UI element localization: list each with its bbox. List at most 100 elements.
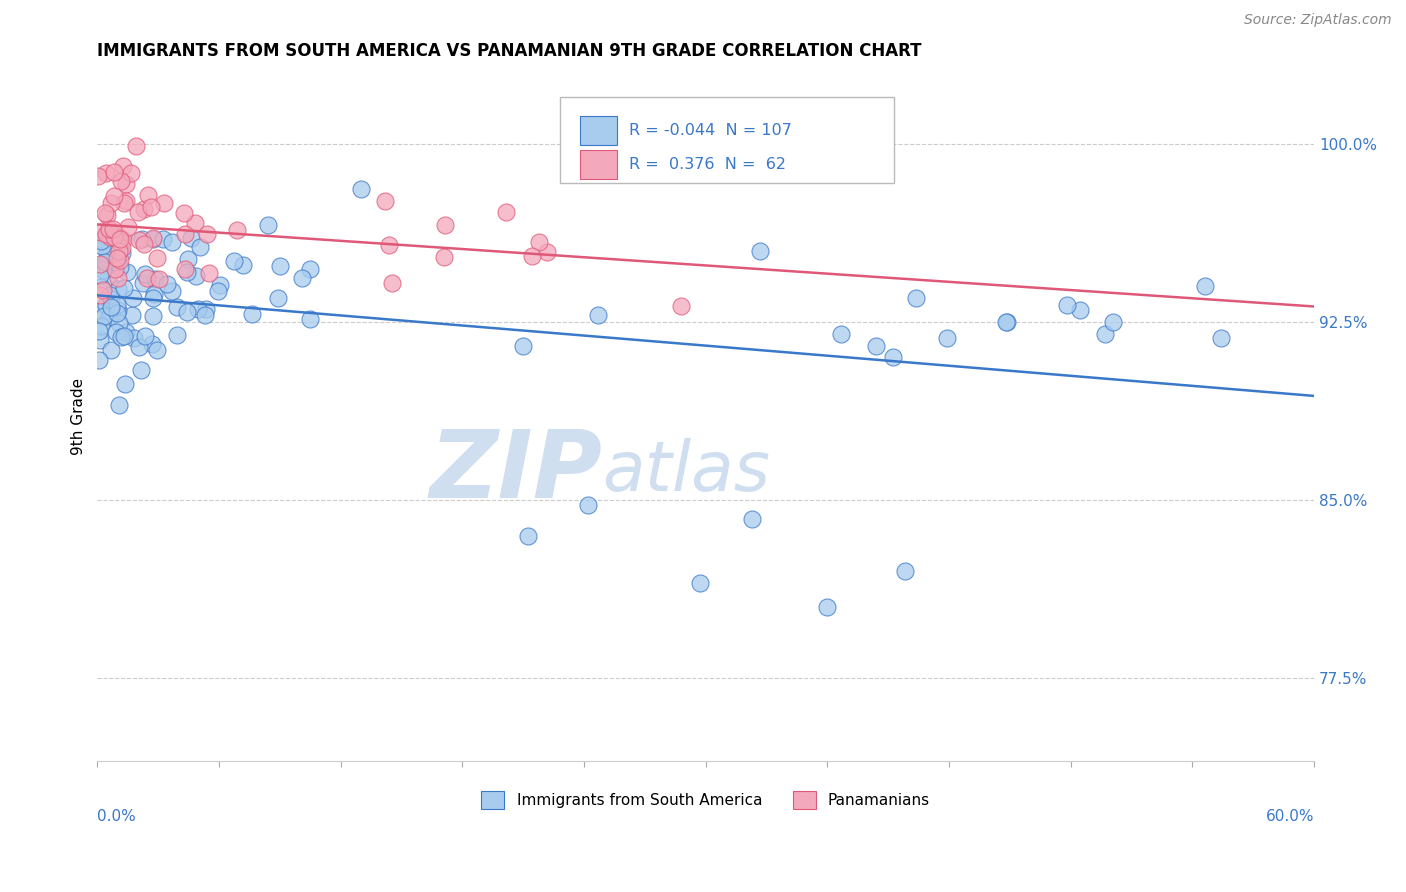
Point <box>125 139 148 153</box>
Point <box>103 165 125 179</box>
Point <box>374 194 396 209</box>
Point <box>894 564 917 578</box>
Point <box>104 326 127 340</box>
Point <box>117 220 139 235</box>
Point <box>112 329 135 343</box>
Point <box>1194 279 1216 293</box>
Point <box>1094 326 1116 341</box>
Point <box>174 227 197 241</box>
Point <box>94 255 117 269</box>
Point <box>145 343 167 357</box>
Point <box>107 306 129 320</box>
Bar <box>581 116 617 145</box>
Point <box>131 231 153 245</box>
Point <box>114 377 136 392</box>
Point <box>107 271 129 285</box>
Point <box>108 232 131 246</box>
Point <box>103 189 125 203</box>
Point <box>101 307 124 321</box>
Point <box>124 331 146 345</box>
Point <box>208 277 231 292</box>
Point <box>90 319 112 334</box>
Point <box>111 233 134 247</box>
Point <box>267 291 290 305</box>
Point <box>1056 298 1078 312</box>
Point <box>134 267 156 281</box>
Point <box>94 258 117 272</box>
Point <box>174 261 197 276</box>
Point <box>176 265 198 279</box>
Point <box>146 252 169 266</box>
Point <box>184 268 207 283</box>
Point <box>107 303 129 318</box>
Point <box>495 204 517 219</box>
Point <box>96 246 118 260</box>
Point <box>93 206 115 220</box>
Point <box>131 277 153 291</box>
Point <box>104 262 127 277</box>
Point <box>110 330 132 344</box>
Point <box>121 291 143 305</box>
Point <box>152 196 174 211</box>
Point <box>141 337 163 351</box>
Point <box>94 166 117 180</box>
Point <box>586 308 609 322</box>
Point <box>143 271 166 285</box>
Point <box>96 208 118 222</box>
Point <box>225 223 247 237</box>
Point <box>114 178 136 192</box>
Point <box>98 303 121 318</box>
Point <box>134 202 156 216</box>
Point <box>91 233 114 247</box>
Y-axis label: 9th Grade: 9th Grade <box>72 378 86 455</box>
Point <box>91 239 114 253</box>
Point <box>112 281 135 295</box>
Point <box>142 310 165 324</box>
Point <box>96 298 118 312</box>
Point <box>98 287 121 301</box>
Point <box>882 351 904 365</box>
Point <box>121 308 143 322</box>
Point <box>148 271 170 285</box>
Point <box>108 398 131 412</box>
Point <box>173 206 195 220</box>
Point <box>830 326 852 341</box>
Point <box>935 331 957 345</box>
Point <box>91 283 114 297</box>
Point <box>187 302 209 317</box>
Point <box>180 231 202 245</box>
Point <box>107 282 129 296</box>
Point <box>576 498 599 512</box>
Point <box>100 343 122 358</box>
Point <box>97 310 120 324</box>
Point <box>89 287 111 301</box>
Point <box>108 260 131 274</box>
Point <box>89 324 111 338</box>
Point <box>128 340 150 354</box>
Point <box>162 284 184 298</box>
Point <box>512 338 534 352</box>
Point <box>242 307 264 321</box>
Point <box>97 269 120 284</box>
Point <box>166 300 188 314</box>
Point <box>1069 302 1091 317</box>
Point <box>112 196 135 211</box>
Point <box>433 250 456 264</box>
Point <box>536 244 558 259</box>
Point <box>108 230 131 244</box>
Point <box>269 259 291 273</box>
Point <box>184 216 207 230</box>
Point <box>132 236 155 251</box>
Point <box>143 286 166 301</box>
Text: R = -0.044  N = 107: R = -0.044 N = 107 <box>628 122 792 137</box>
Point <box>103 230 125 244</box>
Point <box>93 309 115 323</box>
FancyBboxPatch shape <box>560 96 894 183</box>
Point <box>111 246 134 260</box>
Point <box>139 200 162 214</box>
Point <box>97 242 120 256</box>
Point <box>89 334 111 348</box>
Point <box>257 218 280 232</box>
Point <box>120 166 142 180</box>
Legend: Immigrants from South America, Panamanians: Immigrants from South America, Panamania… <box>475 785 936 815</box>
